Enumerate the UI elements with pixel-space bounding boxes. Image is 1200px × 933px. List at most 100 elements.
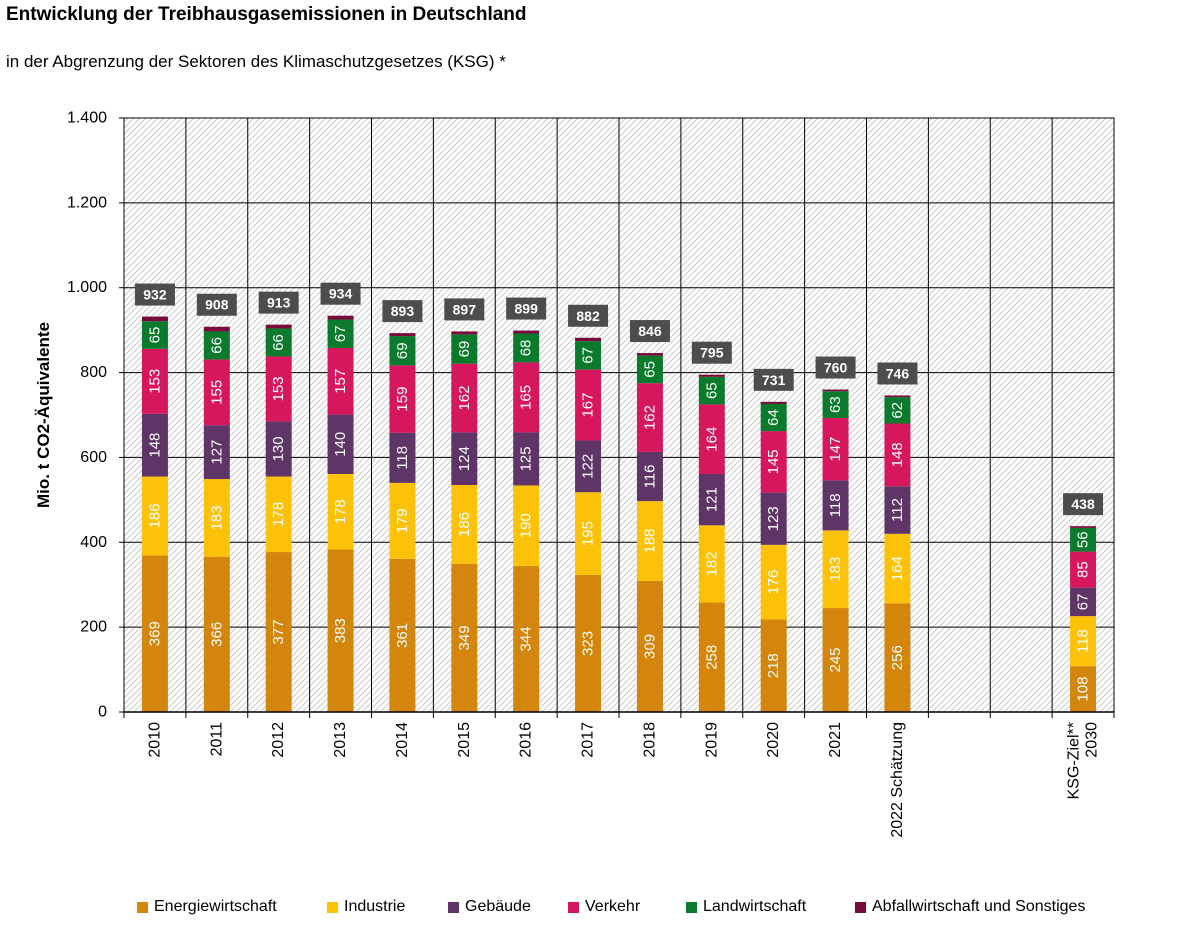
bar-segment-4-0: [141, 321, 168, 349]
total-label-8: 846: [638, 323, 662, 339]
data-label-1-6: 190: [518, 513, 535, 538]
total-badge-6: [506, 297, 547, 320]
y-tick-label-0: 0: [98, 704, 107, 721]
data-label-0-1: 366: [208, 622, 225, 647]
bar-segment-0-4: [389, 558, 416, 712]
data-label-2-8: 116: [641, 465, 658, 489]
data-label-1-10: 176: [765, 570, 782, 595]
total-label-1: 908: [205, 297, 229, 313]
y-tick-label-7: 1.400: [67, 110, 107, 127]
bar-segment-3-3: [327, 347, 354, 415]
bar-segment-2-11: [822, 480, 849, 531]
data-label-3-9: 164: [703, 427, 720, 452]
x-tick-label-12-0: 2022 Schätzung: [889, 722, 906, 838]
chart-title: Entwicklung der Treibhausgasemissionen i…: [6, 4, 527, 25]
y-tick-label-3: 600: [80, 449, 107, 466]
total-badge-10: [753, 368, 794, 391]
data-label-1-0: 186: [146, 503, 163, 528]
data-label-0-11: 245: [827, 648, 844, 673]
bar-segment-3-7: [575, 369, 602, 441]
bar-segment-0-12: [884, 603, 911, 712]
legend-item-1: Industrie: [327, 895, 405, 919]
legend-swatch-2: [448, 901, 459, 913]
bar-segment-2-0: [141, 413, 168, 477]
bar-segment-0-8: [636, 580, 663, 712]
bar-segment-5-1: [203, 326, 230, 332]
legend-swatch-5: [855, 901, 866, 913]
bar-segment-1-4: [389, 482, 416, 559]
x-tick-label-3-0: 2013: [332, 722, 349, 758]
bar-segment-4-12: [884, 397, 911, 424]
bar-segment-2-6: [513, 432, 540, 486]
total-badge-1: [196, 293, 237, 316]
total-label-11: 760: [824, 360, 848, 376]
bar-segment-4-7: [575, 341, 602, 370]
data-label-3-6: 165: [518, 385, 535, 410]
data-label-4-12: 62: [889, 402, 906, 419]
data-label-3-7: 167: [580, 393, 597, 418]
x-tick-label-6-0: 2016: [518, 722, 535, 758]
data-label-2-0: 148: [146, 433, 163, 458]
bar-segment-0-9: [698, 602, 725, 712]
data-label-4-4: 69: [394, 342, 411, 359]
x-tick-label-9-0: 2019: [703, 722, 720, 758]
data-label-4-3: 67: [332, 325, 349, 342]
data-label-0-8: 309: [641, 634, 658, 659]
bar-segment-0-6: [513, 566, 540, 712]
legend-label-4: Landwirtschaft: [703, 898, 807, 915]
data-label-2-10: 123: [765, 506, 782, 531]
bar-segment-0-1: [203, 556, 230, 712]
bar-segment-1-8: [636, 501, 663, 581]
x-axis: 2010 2011 2012 2013 2014 2015 2016 2017 2018 2019…: [123, 711, 1115, 838]
bar-segment-4-5: [451, 334, 478, 364]
bar-segment-1-12: [884, 533, 911, 604]
total-badge-2: [258, 291, 299, 314]
total-label-7: 882: [576, 308, 600, 324]
data-label-2-1: 127: [208, 440, 225, 465]
total-label-3: 934: [329, 286, 353, 302]
bar-segment-2-1: [203, 425, 230, 480]
x-tick-label-2-0: 2012: [270, 722, 287, 758]
data-label-1-1: 183: [208, 505, 225, 530]
data-label-2-11: 118: [827, 493, 844, 517]
bar-segment-3-1: [203, 359, 230, 426]
x-tick-label-1-0: 2011: [208, 722, 225, 757]
data-label-3-11: 147: [827, 437, 844, 462]
data-label-0-0: 369: [146, 621, 163, 646]
legend-label-5: Abfallwirtschaft und Sonstiges: [872, 898, 1086, 915]
bar-segment-1-1: [203, 479, 230, 557]
bar-segment-2-10: [760, 492, 787, 545]
data-label-4-8: 65: [641, 361, 658, 378]
total-badge-0: [134, 283, 175, 306]
data-label-3-0: 153: [146, 369, 163, 394]
data-label-4-1: 66: [208, 337, 225, 354]
bar-segment-5-0: [141, 316, 168, 322]
bar-segment-3-0: [141, 348, 168, 414]
bar-segment-4-15: [1070, 527, 1097, 552]
legend-label-0: Energiewirtschaft: [154, 898, 277, 915]
bar-segment-4-6: [513, 333, 540, 363]
total-label-9: 795: [700, 345, 724, 361]
data-label-0-6: 344: [518, 627, 535, 652]
data-label-4-11: 63: [827, 396, 844, 413]
bar-segment-4-3: [327, 319, 354, 348]
bar-segment-4-1: [203, 331, 230, 360]
bar-segment-2-3: [327, 414, 354, 474]
bar-segment-2-2: [265, 421, 292, 477]
bar-segment-3-11: [822, 417, 849, 481]
data-label-0-15: 108: [1075, 677, 1092, 702]
bar-segment-2-4: [389, 432, 416, 483]
y-tick-label-1: 200: [80, 619, 107, 636]
bar-segment-2-8: [636, 451, 663, 502]
bar-segment-4-10: [760, 403, 787, 432]
data-label-1-2: 178: [270, 502, 287, 527]
data-label-0-2: 377: [270, 620, 287, 645]
bar-segment-0-11: [822, 608, 849, 712]
x-tick-label-0-0: 2010: [146, 722, 163, 758]
data-label-3-3: 157: [332, 369, 349, 394]
bar-segment-2-9: [698, 473, 725, 526]
data-label-2-12: 112: [889, 498, 906, 522]
total-badge-8: [629, 320, 670, 343]
bar-segment-3-9: [698, 404, 725, 474]
data-label-4-2: 66: [270, 334, 287, 351]
